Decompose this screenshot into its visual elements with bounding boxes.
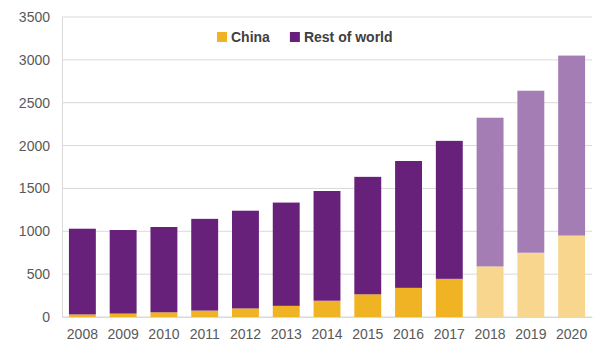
tick-label: 2014 [311,326,342,342]
bar [232,308,259,317]
tick-label: 500 [27,266,51,282]
chart: 0 500 1000 1500 2000 2500 3000 3500 2008 2009 2010… [0,0,600,354]
legend-item: China [217,29,270,45]
bar [150,227,177,312]
tick: 2013 [271,317,302,342]
tick: 1000 [19,223,62,239]
tick: 500 [27,266,62,282]
bar [273,306,300,317]
tick: 2500 [19,95,62,111]
bar [354,294,381,317]
tick-label: 3000 [19,52,50,68]
grid-line [62,59,592,60]
x-axis: 2008 2009 2010 2011 2012 2013 2014 2015 2016 2017… [63,317,593,342]
plot: 0 500 1000 1500 2000 2500 3000 3500 2008 2009 2010… [19,9,593,342]
tick: 2008 [67,317,98,342]
grid-line [62,188,592,189]
tick-label: 2018 [474,326,505,342]
tick: 2009 [108,317,139,342]
tick-label: 2019 [515,326,546,342]
legend-swatch [290,32,300,42]
tick-label: 2000 [19,138,50,154]
tick-label: 2016 [393,326,424,342]
legend-label: Rest of world [304,29,393,45]
tick-label: 2010 [148,326,179,342]
legend-label: China [231,29,270,45]
bar [477,118,504,267]
bar [314,301,341,317]
tick-label: 2020 [556,326,587,342]
bar [436,141,463,279]
tick: 2012 [230,317,261,342]
tick: 2017 [434,317,465,342]
legend-item: Rest of world [290,29,393,45]
axis-line [63,317,593,318]
tick-label: 2013 [271,326,302,342]
tick-label: 2017 [434,326,465,342]
legend: China Rest of world [217,29,393,45]
bar [110,230,137,314]
bar [232,211,259,309]
bar [191,219,218,311]
bar [191,311,218,317]
bar [517,91,544,253]
tick-label: 2008 [67,326,98,342]
tick: 3000 [19,52,62,68]
grid-line [62,102,592,103]
tick: 2020 [556,317,587,342]
bars [69,56,585,317]
bar [477,266,504,317]
tick: 2000 [19,138,62,154]
bar [395,161,422,288]
tick: 2014 [311,317,342,342]
tick: 3500 [19,9,62,25]
tick: 2015 [352,317,383,342]
tick: 1500 [19,180,62,196]
legend-swatch [217,32,227,42]
bar [436,279,463,317]
grid [62,17,592,317]
grid-line [62,145,592,146]
tick: 2018 [474,317,505,342]
tick-label: 1000 [19,223,50,239]
y-axis: 0 500 1000 1500 2000 2500 3000 3500 [19,9,63,325]
bar [314,191,341,301]
bar [110,314,137,317]
tick: 0 [42,309,62,325]
axis-line [62,18,63,318]
tick-label: 2500 [19,95,50,111]
bar [354,177,381,294]
bar [558,236,585,317]
tick-label: 2012 [230,326,261,342]
bar [69,229,96,315]
bar [69,314,96,317]
tick-label: 2011 [190,326,220,342]
tick: 2019 [515,317,546,342]
tick: 2016 [393,317,424,342]
bar [517,253,544,317]
tick: 2010 [148,317,179,342]
tick-label: 0 [42,309,50,325]
bar [395,288,422,317]
grid-line [62,17,592,18]
bar [150,312,177,317]
tick-label: 2015 [352,326,383,342]
tick: 2011 [190,317,220,342]
tick-label: 1500 [19,180,50,196]
tick-label: 3500 [19,9,50,25]
bar [558,56,585,236]
bar [273,203,300,306]
tick-label: 2009 [108,326,139,342]
series [69,56,585,315]
